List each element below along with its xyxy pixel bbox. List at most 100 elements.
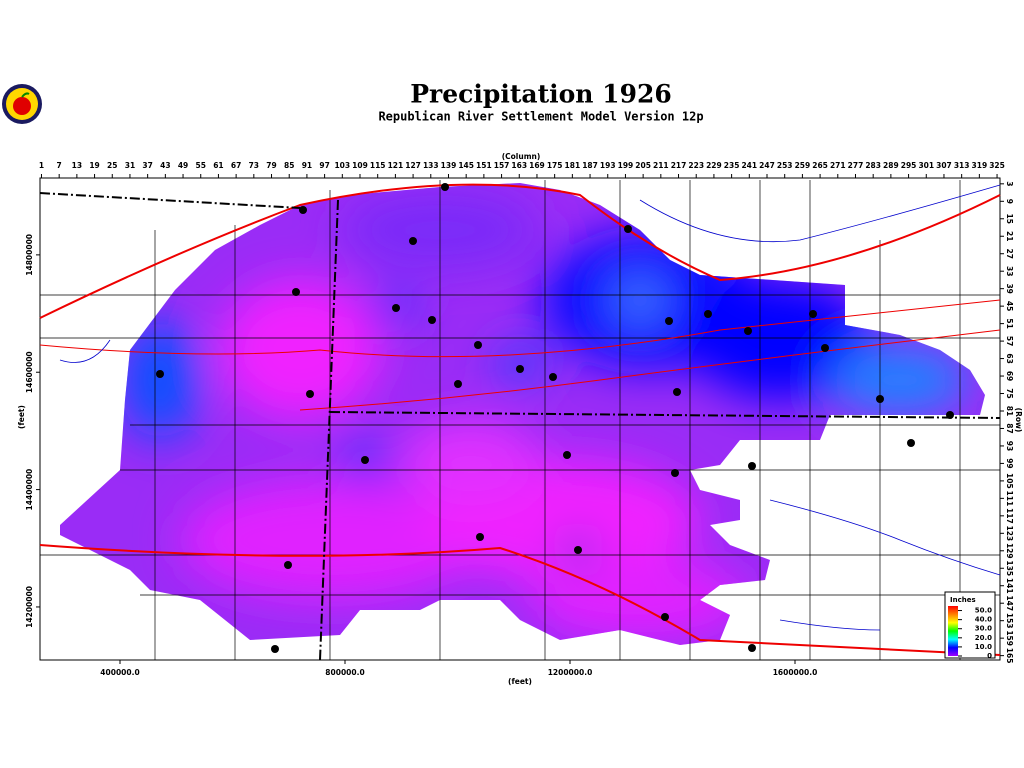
station bbox=[704, 310, 712, 318]
column-tick-label: 181 bbox=[565, 161, 581, 170]
station bbox=[516, 365, 524, 373]
column-tick-label: 199 bbox=[618, 161, 634, 170]
y-tick-label: 14600000 bbox=[25, 351, 34, 393]
station bbox=[361, 456, 369, 464]
column-tick-label: 109 bbox=[352, 161, 368, 170]
row-tick-label: 51 bbox=[1005, 318, 1014, 328]
row-tick-label: 93 bbox=[1005, 441, 1014, 451]
row-tick-label: 153 bbox=[1005, 613, 1014, 629]
station bbox=[748, 462, 756, 470]
station bbox=[156, 370, 164, 378]
legend-label: 40.0 bbox=[975, 616, 992, 624]
row-tick-label: 63 bbox=[1005, 353, 1014, 363]
station bbox=[876, 395, 884, 403]
column-tick-label: 259 bbox=[795, 161, 811, 170]
legend-label: 10.0 bbox=[975, 643, 992, 651]
column-tick-label: 193 bbox=[600, 161, 616, 170]
station bbox=[409, 237, 417, 245]
station bbox=[673, 388, 681, 396]
column-tick-label: 151 bbox=[476, 161, 492, 170]
row-tick-label: 117 bbox=[1005, 508, 1014, 524]
station bbox=[574, 546, 582, 554]
column-tick-label: 205 bbox=[635, 161, 651, 170]
column-tick-label: 145 bbox=[458, 161, 474, 170]
column-tick-label: 7 bbox=[57, 161, 62, 170]
column-tick-label: 157 bbox=[494, 161, 510, 170]
station bbox=[299, 206, 307, 214]
column-tick-label: 187 bbox=[582, 161, 598, 170]
y-tick-label: 14800000 bbox=[25, 234, 34, 276]
column-tick-label: 127 bbox=[405, 161, 421, 170]
column-tick-label: 121 bbox=[388, 161, 404, 170]
row-tick-label: 99 bbox=[1005, 458, 1014, 468]
station bbox=[563, 451, 571, 459]
station bbox=[661, 613, 669, 621]
x-tick-label: 1200000.0 bbox=[548, 668, 593, 677]
row-tick-label: 123 bbox=[1005, 525, 1014, 541]
station bbox=[744, 327, 752, 335]
row-tick-label: 147 bbox=[1005, 595, 1014, 611]
row-tick-label: 159 bbox=[1005, 630, 1014, 646]
x-tick-label: 800000.0 bbox=[325, 668, 364, 677]
subtitle: Republican River Settlement Model Versio… bbox=[378, 110, 703, 124]
station bbox=[624, 225, 632, 233]
row-tick-label: 57 bbox=[1005, 336, 1014, 346]
row-tick-label: 45 bbox=[1005, 301, 1014, 311]
row-tick-label: 15 bbox=[1005, 214, 1014, 224]
station bbox=[748, 644, 756, 652]
column-tick-label: 31 bbox=[125, 161, 135, 170]
column-tick-label: 133 bbox=[423, 161, 439, 170]
row-tick-label: 75 bbox=[1005, 388, 1014, 398]
stations bbox=[156, 183, 954, 653]
station bbox=[665, 317, 673, 325]
row-tick-label: 135 bbox=[1005, 560, 1014, 576]
column-tick-label: 229 bbox=[706, 161, 722, 170]
column-tick-label: 91 bbox=[302, 161, 312, 170]
station bbox=[907, 439, 915, 447]
column-tick-label: 235 bbox=[724, 161, 740, 170]
legend-title: Inches bbox=[950, 596, 976, 604]
row-tick-label: 105 bbox=[1005, 473, 1014, 489]
column-tick-label: 247 bbox=[759, 161, 775, 170]
title: Precipitation 1926 bbox=[410, 80, 672, 109]
column-tick-label: 73 bbox=[249, 161, 259, 170]
column-tick-label: 43 bbox=[160, 161, 170, 170]
column-tick-label: 19 bbox=[89, 161, 99, 170]
row-tick-label: 69 bbox=[1005, 371, 1014, 381]
row-tick-label: 21 bbox=[1005, 231, 1014, 241]
column-tick-label: 37 bbox=[142, 161, 152, 170]
column-tick-label: 307 bbox=[936, 161, 952, 170]
row-tick-label: 129 bbox=[1005, 543, 1014, 559]
station bbox=[476, 533, 484, 541]
column-tick-label: 115 bbox=[370, 161, 386, 170]
row-tick-label: 3 bbox=[1005, 181, 1014, 186]
column-tick-label: 295 bbox=[901, 161, 917, 170]
column-tick-label: 139 bbox=[441, 161, 457, 170]
row-axis-label: (Row) bbox=[1014, 408, 1023, 433]
column-tick-label: 1 bbox=[39, 161, 44, 170]
column-tick-label: 217 bbox=[671, 161, 687, 170]
column-tick-label: 85 bbox=[284, 161, 294, 170]
column-tick-label: 211 bbox=[653, 161, 669, 170]
row-tick-label: 165 bbox=[1005, 648, 1014, 664]
station bbox=[441, 183, 449, 191]
station bbox=[292, 288, 300, 296]
column-tick-label: 265 bbox=[812, 161, 828, 170]
column-tick-label: 325 bbox=[989, 161, 1005, 170]
legend-colorbar bbox=[948, 606, 958, 656]
y-axis-label: (feet) bbox=[17, 405, 26, 429]
station bbox=[549, 373, 557, 381]
column-tick-label: 253 bbox=[777, 161, 793, 170]
column-tick-label: 49 bbox=[178, 161, 188, 170]
logo bbox=[2, 84, 42, 124]
column-tick-label: 175 bbox=[547, 161, 563, 170]
station bbox=[821, 344, 829, 352]
x-tick-label: 1600000.0 bbox=[773, 668, 818, 677]
column-tick-label: 55 bbox=[196, 161, 206, 170]
column-tick-label: 103 bbox=[334, 161, 350, 170]
row-tick-label: 39 bbox=[1005, 283, 1014, 293]
column-tick-label: 25 bbox=[107, 161, 117, 170]
column-tick-label: 61 bbox=[213, 161, 223, 170]
column-tick-label: 169 bbox=[529, 161, 545, 170]
